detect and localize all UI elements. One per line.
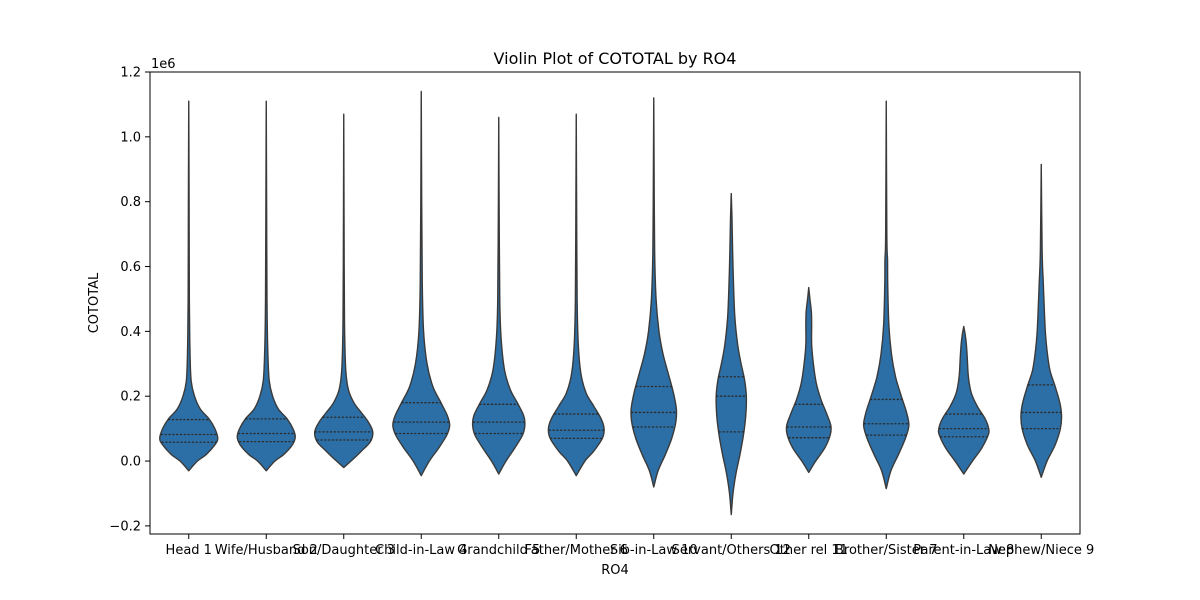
y-tick-label: 0.6 bbox=[120, 260, 141, 275]
x-tick-label: Wife/Husband 2 bbox=[215, 543, 318, 558]
violin-body bbox=[471, 116, 526, 475]
violin-body bbox=[937, 325, 990, 475]
violin-body bbox=[715, 192, 748, 516]
x-axis-title: RO4 bbox=[601, 563, 629, 578]
chart-title: Violin Plot of COTOTAL by RO4 bbox=[494, 49, 737, 68]
y-tick-label: 1.2 bbox=[120, 66, 141, 81]
y-tick-label: −0.2 bbox=[109, 519, 141, 534]
x-tick-label: Sib-in-Law 10 bbox=[610, 543, 698, 558]
y-axis: −0.2 0.0 0.2 0.4 0.6 0.8 1.0 1.2 bbox=[109, 66, 150, 534]
violin-body bbox=[236, 100, 296, 472]
violin-body bbox=[1020, 163, 1063, 478]
x-tick-label: Parent-in-Law 8 bbox=[913, 543, 1014, 558]
x-tick-label: Head 1 bbox=[166, 543, 212, 558]
x-tick-label: Servant/Others 12 bbox=[672, 543, 791, 558]
y-offset-label: 1e6 bbox=[151, 57, 176, 72]
x-tick-label: Son/Daughter 3 bbox=[293, 543, 395, 558]
y-tick-label: 0.2 bbox=[120, 390, 141, 405]
x-tick-label: Brother/Sister 7 bbox=[835, 543, 937, 558]
x-tick-label: Child-in-Law 4 bbox=[375, 543, 467, 558]
x-tick-label: Other rel 11 bbox=[770, 543, 848, 558]
x-tick-label: Father/Mother 6 bbox=[524, 543, 628, 558]
y-tick-label: 0.4 bbox=[120, 325, 141, 340]
x-tick-label: Nephew/Niece 9 bbox=[988, 543, 1094, 558]
y-tick-label: 0.0 bbox=[120, 455, 141, 470]
violin-body bbox=[547, 113, 605, 477]
plot-frame bbox=[149, 71, 1081, 535]
violin-body bbox=[630, 97, 678, 488]
violin-body bbox=[159, 100, 219, 472]
violin-body bbox=[862, 100, 910, 490]
y-axis-title: COTOTAL bbox=[87, 272, 102, 333]
violin-body bbox=[392, 90, 451, 477]
y-tick-label: 1.0 bbox=[120, 130, 141, 145]
y-tick-label: 0.8 bbox=[120, 195, 141, 210]
x-tick-label: Grandchild 5 bbox=[457, 543, 540, 558]
violin-body bbox=[785, 286, 832, 474]
violin-body bbox=[313, 113, 374, 469]
violins-group bbox=[159, 90, 1063, 516]
